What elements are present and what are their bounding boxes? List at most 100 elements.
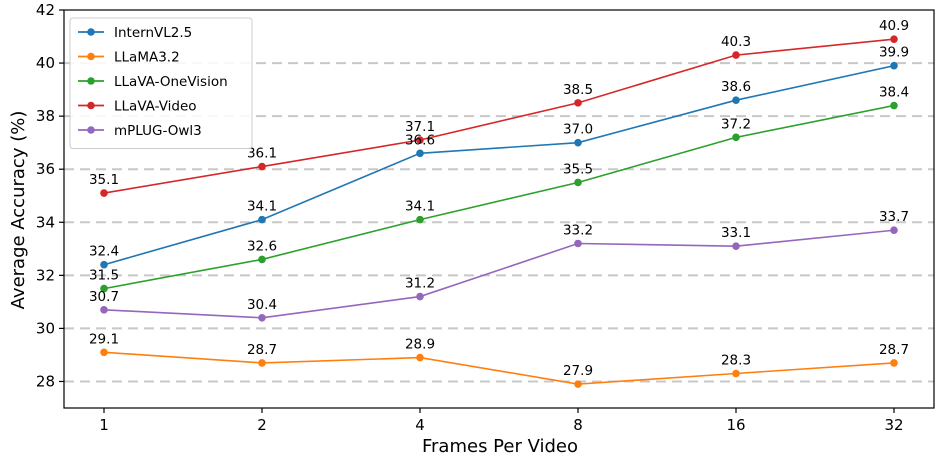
- data-point: [416, 215, 424, 224]
- legend-swatch-marker: [87, 126, 95, 134]
- x-tick-label: 1: [99, 416, 109, 434]
- y-axis-ticks: 28 30 32 34 36 38 40 42: [36, 1, 64, 390]
- x-tick-label: 2: [257, 416, 267, 434]
- series-line-0: [103, 64, 895, 266]
- data-label: 28.3: [721, 353, 751, 369]
- x-tick-label: 16: [726, 416, 745, 434]
- data-point: [258, 359, 266, 367]
- x-tick-label: 4: [415, 416, 425, 434]
- series-line-1: [103, 351, 895, 385]
- y-axis-label: Average Accuracy (%): [8, 111, 29, 310]
- data-label: 35.1: [89, 172, 119, 188]
- legend-swatch-marker: [87, 101, 95, 110]
- data-label: 31.2: [405, 276, 435, 292]
- data-point: [258, 255, 266, 264]
- data-label: 30.7: [89, 289, 119, 305]
- y-tick-label: 28: [36, 372, 55, 390]
- data-point: [890, 35, 898, 43]
- legend-swatch-marker: [87, 77, 95, 85]
- data-point: [100, 260, 108, 269]
- data-point: [258, 313, 266, 322]
- data-point: [890, 101, 898, 110]
- y-tick-label: 42: [36, 1, 55, 19]
- y-tick-label: 40: [36, 54, 55, 72]
- data-point: [100, 284, 108, 293]
- data-point: [574, 99, 582, 107]
- legend-entry-label: LLaMA3.2: [114, 50, 180, 66]
- legend-entry-label: LLaVA-OneVision: [114, 74, 228, 90]
- legend-entry-label: mPLUG-Owl3: [114, 123, 202, 139]
- y-tick-label: 32: [36, 266, 55, 284]
- data-label: 31.5: [89, 268, 119, 284]
- data-label: 28.9: [405, 337, 435, 353]
- data-label: 37.0: [563, 122, 593, 138]
- legend-box: [69, 17, 253, 149]
- data-point: [100, 348, 108, 357]
- y-tick-label: 38: [36, 107, 55, 125]
- data-label: 40.9: [879, 18, 909, 34]
- series-points: [100, 35, 898, 388]
- legend-entry-label: LLaVA-Video: [114, 99, 197, 115]
- data-label: 28.7: [879, 342, 909, 358]
- x-axis-ticks: 1 2 4 8 16 32: [99, 408, 904, 434]
- data-label: 32.4: [89, 244, 119, 260]
- data-point: [890, 226, 898, 235]
- data-label: 28.7: [247, 342, 277, 358]
- data-point: [100, 189, 108, 197]
- data-label: 35.5: [563, 161, 593, 177]
- x-axis-label: Frames Per Video: [422, 436, 578, 457]
- data-label: 38.4: [879, 85, 909, 101]
- data-label: 30.4: [247, 297, 277, 313]
- x-tick-label: 8: [573, 416, 583, 434]
- data-label: 27.9: [563, 363, 593, 379]
- data-label: 33.1: [721, 225, 751, 241]
- data-point: [574, 178, 582, 187]
- legend-swatch-marker: [87, 52, 95, 61]
- x-tick-label: 32: [884, 416, 903, 434]
- series-line-3: [103, 38, 895, 194]
- data-label: 38.5: [563, 82, 593, 98]
- data-point: [100, 306, 108, 314]
- data-label: 40.3: [721, 34, 751, 50]
- data-label: 34.1: [247, 199, 277, 215]
- y-tick-label: 34: [36, 213, 55, 231]
- data-label: 29.1: [89, 331, 119, 347]
- data-label: 36.6: [405, 132, 435, 148]
- data-point: [890, 61, 898, 70]
- data-point: [416, 136, 424, 144]
- data-point: [890, 359, 898, 367]
- data-label: 33.7: [879, 209, 909, 225]
- data-point: [258, 162, 266, 171]
- data-point: [574, 138, 582, 147]
- legend-swatch-marker: [87, 28, 95, 36]
- y-tick-label: 36: [36, 160, 55, 178]
- data-point: [574, 380, 582, 388]
- plot-frame: [63, 9, 935, 409]
- data-label: 32.6: [247, 238, 277, 254]
- data-label: 37.2: [721, 116, 751, 132]
- data-label: 38.6: [721, 79, 751, 95]
- data-point: [416, 353, 424, 362]
- data-point: [732, 242, 740, 250]
- data-label: 34.1: [405, 199, 435, 215]
- data-point: [416, 292, 424, 301]
- data-point: [732, 96, 740, 105]
- series-line-2: [103, 104, 895, 290]
- data-label: 33.2: [563, 222, 593, 238]
- legend: InternVL2.5 LLaMA3.2 LLaVA-OneVision LLaVA-…: [69, 17, 253, 149]
- data-label: 39.9: [879, 45, 909, 61]
- data-point: [416, 149, 424, 158]
- data-point: [732, 369, 740, 378]
- y-tick-label: 30: [36, 319, 55, 337]
- data-label: 37.1: [405, 119, 435, 135]
- legend-entry-label: InternVL2.5: [114, 25, 192, 41]
- data-labels: 32.4 34.1 36.6 37.0 38.6 39.9 29.1 28.7 28.9 27.9…: [89, 18, 909, 379]
- series-line-4: [103, 229, 895, 319]
- data-point: [258, 215, 266, 224]
- data-point: [574, 239, 582, 248]
- data-label: 36.1: [247, 146, 277, 162]
- data-point: [732, 133, 740, 142]
- data-point: [732, 51, 740, 59]
- series-lines: [103, 38, 895, 385]
